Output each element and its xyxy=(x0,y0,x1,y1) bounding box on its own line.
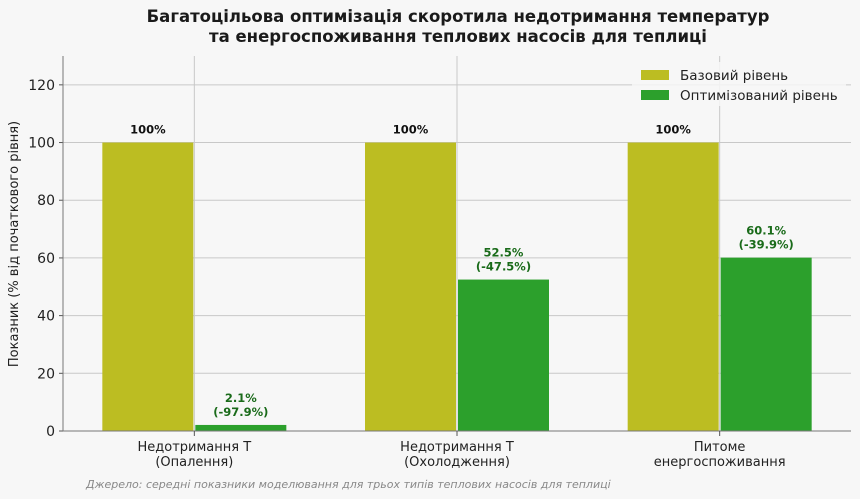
y-tick-label: 40 xyxy=(37,309,55,325)
legend: Базовий рівень Оптимізований рівень xyxy=(632,62,846,106)
bar-optimized xyxy=(458,279,549,431)
bar-baseline xyxy=(627,142,719,432)
chart-title-line-1: Багатоцільова оптимізація скоротила недо… xyxy=(147,7,770,26)
y-tick-label: 60 xyxy=(37,251,55,267)
x-tick-label: Питоме xyxy=(694,440,746,455)
data-label: 2.1% xyxy=(225,391,257,405)
data-label: 52.5% xyxy=(484,246,524,260)
x-tick-label: енергоспоживання xyxy=(654,455,786,470)
data-label: 100% xyxy=(130,123,166,137)
x-tick-label: (Охолодження) xyxy=(404,455,510,470)
y-tick-label: 0 xyxy=(46,424,55,440)
y-tick-label: 100 xyxy=(28,136,55,152)
data-label: (-39.9%) xyxy=(739,238,794,252)
y-axis-label: Показник (% від початкового рівня) xyxy=(7,121,22,367)
legend-swatch xyxy=(641,70,669,80)
chart-title-line-2: та енергоспоживання теплових насосів для… xyxy=(209,27,707,46)
y-tick-label: 80 xyxy=(37,193,55,209)
data-label: 100% xyxy=(655,123,691,137)
x-tick-label: (Опалення) xyxy=(155,455,233,470)
y-tick-label: 120 xyxy=(28,78,55,94)
data-label: 100% xyxy=(393,123,429,137)
bar-baseline xyxy=(102,142,194,432)
source-note: Джерело: середні показники моделювання д… xyxy=(85,478,611,491)
bar-baseline xyxy=(365,142,456,432)
bars xyxy=(102,142,812,432)
data-label: 60.1% xyxy=(746,224,786,238)
grid xyxy=(63,56,851,432)
x-tick-label: Недотримання T xyxy=(400,440,514,455)
data-labels: 100% 100% 100% 2.1%(-97.9%) 52.5%(-47.5%) 60.… xyxy=(130,123,794,419)
x-tick-label: Недотримання T xyxy=(138,440,252,455)
bar-optimized xyxy=(720,257,812,431)
data-label: (-97.9%) xyxy=(213,405,268,419)
data-label: (-47.5%) xyxy=(476,260,531,274)
legend-swatch xyxy=(641,90,669,100)
legend-label: Базовий рівень xyxy=(680,68,788,84)
legend-label: Оптимізований рівень xyxy=(680,88,838,104)
bar-optimized xyxy=(195,424,287,431)
y-tick-label: 20 xyxy=(37,366,55,382)
